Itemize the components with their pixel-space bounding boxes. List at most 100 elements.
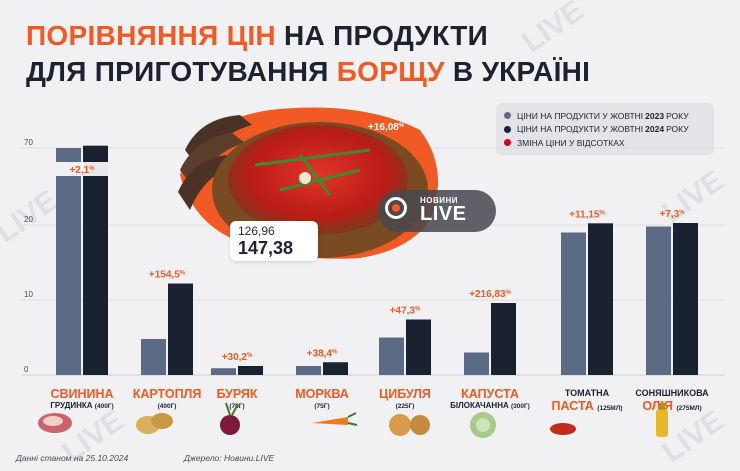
legend-label: ЗМІНА ЦІНИ У ВІДСОТКАХ [517, 137, 625, 148]
onion-icon [389, 414, 430, 436]
y-tick-label: 10 [24, 290, 33, 299]
title-text: В УКРАЇНІ [444, 56, 591, 87]
chart-title-line-1: ПОРІВНЯННЯ ЦІН НА ПРОДУКТИ [26, 20, 488, 52]
legend: ЦІНИ НА ПРОДУКТИ У ЖОВТНІ 2023 РОКУ ЦІНИ… [496, 103, 714, 155]
bars [56, 145, 698, 375]
legend-item-change: ЗМІНА ЦІНИ У ВІДСОТКАХ [504, 136, 706, 150]
category-label-name: КАРТОПЛЯ [132, 387, 202, 401]
dill-icon [254, 148, 371, 196]
legend-swatch-change [504, 139, 511, 147]
bar-2023 [379, 337, 404, 375]
category-label: КАРТОПЛЯ (400Г) [122, 387, 212, 412]
category-label-highlight: ПАСТА (125МЛ) [551, 399, 623, 413]
category-label-name: СВИНИНА [50, 387, 114, 401]
cabbage-icon [470, 412, 496, 438]
change-label: +216,83% [469, 289, 511, 300]
legend-swatch-2023 [504, 112, 511, 120]
bar-2023 [296, 366, 321, 375]
legend-year: 2024 [645, 124, 665, 135]
legend-label: ЦІНИ НА ПРОДУКТИ У ЖОВТНІ [517, 110, 644, 121]
category-label-sub: ГРУДИНКА (400Г) [50, 401, 114, 410]
borscht-change-label: +16,08% [368, 122, 405, 133]
bar-2024 [673, 222, 698, 375]
bar-2024 [588, 223, 613, 375]
logo-small-text: НОВИНИ [420, 196, 459, 205]
legend-swatch-2024 [504, 125, 511, 133]
footer-source: Джерело: Новини.LIVE [184, 453, 275, 463]
category-label-sub: (75Г) [277, 401, 367, 412]
category-label: ЦИБУЛЯ (225Г) [360, 387, 450, 412]
category-label-name: ТОМАТНА [564, 388, 610, 398]
chart-title-line-2: ДЛЯ ПРИГОТУВАННЯ БОРЩУ В УКРАЇНІ [26, 56, 590, 88]
change-label: +154,5% [149, 270, 186, 281]
legend-label: РОКУ [666, 110, 689, 121]
logo-big-text: LIVE [420, 203, 467, 225]
legend-item-2024: ЦІНИ НА ПРОДУКТИ У ЖОВТНІ 2024 РОКУ [504, 123, 706, 137]
category-amount: (225Г) [395, 403, 415, 410]
category-label-sub: (225Г) [360, 401, 450, 412]
category-amount: (125МЛ) [597, 405, 623, 412]
change-label-background [56, 162, 108, 176]
category-label: СВИНИНА ГРУДИНКА (400Г) [37, 387, 127, 412]
category-label-name: МОРКВА [295, 387, 349, 401]
potato-icon [136, 413, 173, 434]
change-label: +47,3% [390, 306, 421, 317]
y-axis: 0 10 20 70 [24, 138, 33, 374]
category-amount: (275МЛ) [676, 405, 702, 412]
product-icons [38, 402, 668, 438]
title-text: ДЛЯ ПРИГОТУВАННЯ [26, 56, 337, 87]
y-tick-label: 70 [24, 138, 33, 147]
bar-2024 [83, 145, 108, 375]
bar-2024 [238, 366, 263, 375]
title-highlight: БОРЩУ [336, 56, 445, 87]
category-label-sub: (400Г) [122, 401, 212, 412]
title-text: НА ПРОДУКТИ [275, 20, 489, 51]
bar-2023 [141, 339, 166, 375]
bar-2024 [406, 319, 431, 375]
bar-2024 [491, 303, 516, 375]
bar-2023 [561, 232, 586, 375]
category-label: МОРКВА (75Г) [277, 387, 367, 412]
category-label-name: КАПУСТА [461, 387, 519, 401]
change-label: +30,2% [222, 352, 253, 363]
category-label-name: СОНЯШНИКОВА [635, 388, 709, 398]
tomato-paste-icon [550, 423, 576, 435]
change-label: +2,1% [69, 165, 95, 176]
category-amount: (400Г) [157, 403, 177, 410]
category-label-sub: БІЛОКАЧАННА (300Г) [450, 401, 530, 410]
y-tick-label: 20 [24, 215, 33, 224]
legend-label: РОКУ [666, 124, 689, 135]
change-label: +38,4% [307, 348, 338, 359]
borscht-price-card: 126,96 147,38 [230, 221, 318, 261]
bar-2024 [323, 362, 348, 375]
category-amount: (75Г) [314, 403, 330, 410]
legend-label: ЦІНИ НА ПРОДУКТИ У ЖОВТНІ [517, 124, 644, 135]
novyny-live-logo: НОВИНИ LIVE [378, 190, 496, 232]
borscht-price-2024: 147,38 [238, 238, 294, 258]
beet-icon [220, 402, 240, 435]
category-label-name: БУРЯК [216, 387, 258, 401]
footer-date: Данні станом на 25.10.2024 [16, 453, 129, 463]
legend-item-2023: ЦІНИ НА ПРОДУКТИ У ЖОВТНІ 2023 РОКУ [504, 109, 706, 123]
category-amount: (400Г) [94, 403, 114, 410]
cream-icon [299, 172, 311, 184]
bar-2023 [464, 352, 489, 375]
title-highlight: ПОРІВНЯННЯ ЦІН [26, 20, 276, 51]
borscht-price-2023: 126,96 [238, 224, 275, 238]
bar-2023 [56, 148, 81, 375]
category-label-name: ЦИБУЛЯ [379, 387, 431, 401]
category-label: КАПУСТА БІЛОКАЧАННА (300Г) [445, 387, 535, 412]
bar-2024 [168, 283, 193, 375]
change-label: +7,3% [659, 209, 685, 220]
category-amount: (300Г) [510, 403, 530, 410]
carrot-icon [312, 412, 358, 426]
change-label: +11,15% [569, 209, 605, 220]
bar-2023 [211, 368, 236, 375]
pork-icon [38, 413, 72, 433]
oil-bottle-icon [656, 403, 668, 437]
category-label: ТОМАТНА ПАСТА (125МЛ) [542, 388, 632, 416]
logo-icon [385, 197, 407, 219]
legend-year: 2023 [645, 110, 665, 121]
change-labels: +2,1% +154,5% +30,2% +38,4% +47,3% +216,83% +1… [56, 162, 685, 363]
y-tick-label: 0 [24, 365, 29, 374]
